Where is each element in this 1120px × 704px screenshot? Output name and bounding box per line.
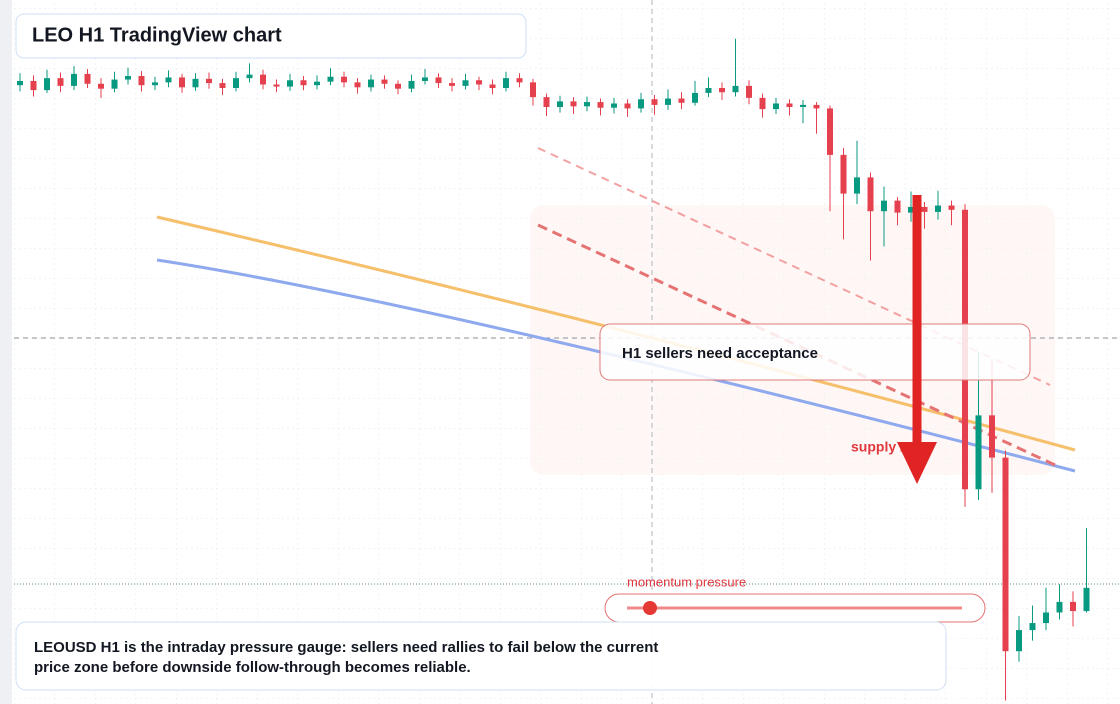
- candle-body: [314, 81, 320, 86]
- candle-body: [678, 98, 685, 103]
- candle-body: [989, 415, 995, 458]
- candle-body: [246, 74, 253, 79]
- candle-body: [719, 88, 725, 93]
- candle-body: [273, 84, 280, 87]
- candle-body: [611, 103, 617, 108]
- candle-body: [489, 84, 496, 88]
- caption-box: [15, 621, 947, 691]
- title-box: [15, 13, 527, 59]
- candle-body: [813, 104, 820, 109]
- candle-body: [638, 99, 644, 109]
- candle-body: [165, 77, 172, 83]
- candle-body: [786, 103, 793, 108]
- candle-body: [543, 97, 550, 108]
- candle-body: [800, 104, 806, 108]
- candle-body: [30, 80, 37, 91]
- candle-body: [381, 79, 388, 84]
- candle-body: [1070, 601, 1076, 612]
- candle-body: [503, 78, 509, 88]
- candle-body: [1083, 587, 1090, 612]
- candle-body: [98, 83, 104, 89]
- candle-body: [759, 97, 766, 110]
- candle-body: [327, 76, 334, 82]
- candle-body: [84, 73, 91, 84]
- candle-body: [233, 78, 239, 88]
- candle-body: [692, 92, 698, 103]
- ma-blue: [156, 258, 1076, 473]
- candle-body: [584, 102, 590, 107]
- left-strip: [0, 0, 12, 704]
- candle-body: [449, 83, 455, 86]
- trend-light: [537, 147, 1051, 386]
- candle-body: [840, 154, 847, 194]
- caption-line: price zone before downside follow-throug…: [34, 659, 471, 676]
- candle-body: [138, 76, 145, 86]
- candle-body: [287, 80, 293, 87]
- candle-body: [597, 102, 604, 108]
- candle-body: [651, 99, 658, 105]
- candle-body: [354, 82, 361, 88]
- caption-line: LEOUSD H1 is the intraday pressure gauge…: [34, 639, 658, 656]
- candle-body: [881, 200, 887, 212]
- candle-body: [219, 83, 226, 88]
- candle-body: [773, 103, 779, 110]
- candle-body: [948, 205, 955, 210]
- candle-body: [1016, 630, 1022, 652]
- chart-title: LEO H1 TradingView chart: [32, 24, 282, 46]
- headline: H1 sellers need acceptance: [622, 345, 818, 362]
- candle-body: [368, 79, 374, 88]
- candle-body: [125, 76, 131, 80]
- candle-body: [192, 78, 199, 88]
- candle-body: [827, 108, 833, 155]
- candle-body: [570, 101, 577, 107]
- candle-body: [57, 78, 64, 86]
- candle-body: [44, 78, 50, 91]
- candle-body: [395, 83, 401, 89]
- gauge-label: momentum pressure: [627, 574, 746, 589]
- candle-body: [1056, 601, 1063, 613]
- gauge-knob: [643, 601, 657, 615]
- candle-body: [341, 76, 347, 83]
- candle-body: [854, 177, 860, 194]
- candle-body: [516, 78, 523, 83]
- candle-body: [732, 85, 739, 93]
- candle-body: [624, 103, 631, 109]
- candle-body: [908, 206, 914, 213]
- candle-body: [179, 77, 185, 88]
- candle-body: [921, 206, 928, 212]
- candle-body: [935, 205, 941, 212]
- candle-body: [71, 73, 77, 86]
- candle-body: [894, 200, 901, 213]
- candle-body: [705, 88, 712, 93]
- candle-body: [746, 85, 752, 98]
- candle-body: [422, 77, 428, 81]
- candle-body: [111, 79, 118, 89]
- headline-box: [599, 323, 1031, 381]
- candle-body: [408, 80, 415, 89]
- candle-body: [557, 101, 563, 108]
- candle-body: [665, 98, 671, 105]
- candle-body: [260, 74, 266, 85]
- candle-body: [1043, 612, 1049, 624]
- candle-body: [17, 80, 23, 86]
- candle-body: [530, 82, 536, 98]
- candle-body: [1029, 623, 1036, 631]
- candle-body: [462, 80, 469, 86]
- arrow-head: [897, 442, 937, 484]
- candle-body: [435, 77, 442, 84]
- candle-body: [867, 177, 874, 212]
- candle-body: [476, 80, 482, 85]
- candle-body: [975, 415, 982, 490]
- candle-body: [152, 82, 158, 86]
- candle-body: [206, 78, 212, 84]
- candle-body: [1002, 457, 1009, 652]
- candle-body: [300, 80, 307, 86]
